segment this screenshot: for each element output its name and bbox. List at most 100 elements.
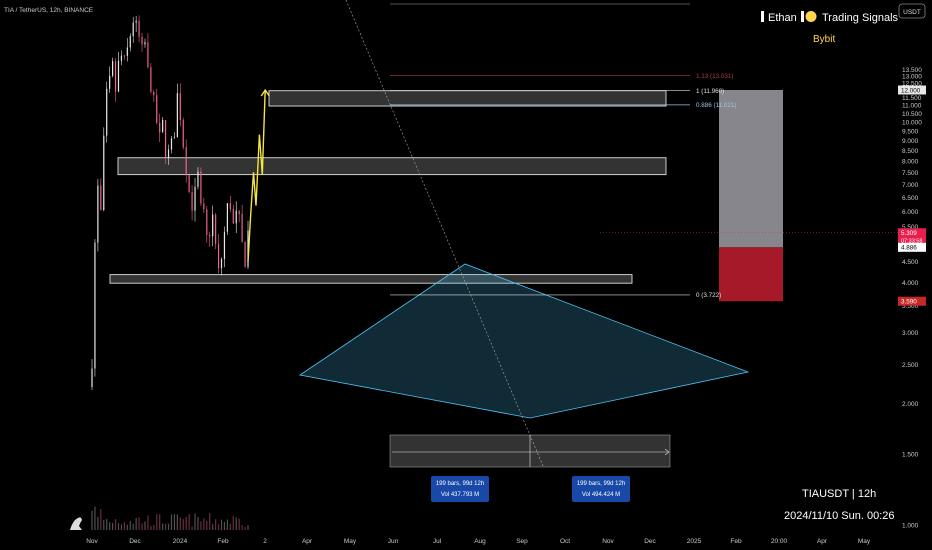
candle-body — [103, 135, 105, 210]
candle-body — [94, 242, 96, 369]
y-tick-label: 10.000 — [902, 119, 922, 126]
candle-body — [106, 88, 108, 136]
range-label-vol: Vol 494.424 M — [582, 492, 620, 498]
candle-body — [182, 120, 184, 148]
volume-bar — [162, 523, 164, 530]
volume-bar — [103, 519, 105, 530]
volume-bar — [200, 521, 202, 530]
price-label-entry-box — [898, 242, 926, 252]
triangle-pattern[interactable] — [298, 0, 750, 467]
brand-bar-left — [761, 11, 764, 22]
volume-bar — [114, 519, 117, 530]
y-tick-label: 9.000 — [902, 138, 919, 145]
x-tick-label: Jul — [433, 538, 442, 545]
candle-body — [212, 214, 214, 237]
y-tick-label: 2.000 — [902, 401, 919, 408]
y-tick-label: 6.500 — [902, 195, 919, 202]
volume-bar — [100, 509, 102, 530]
volume-bar — [226, 519, 229, 530]
candle-body — [179, 93, 181, 121]
target-zone — [719, 90, 783, 248]
price-label-entry: 4.886 — [901, 245, 917, 252]
y-tick-label: 4.000 — [902, 280, 919, 287]
volume-bar — [203, 518, 205, 530]
candle-body — [109, 75, 111, 89]
volume-bar — [138, 517, 140, 530]
candle-body — [91, 368, 93, 387]
candle-body — [138, 20, 140, 37]
candle-body — [135, 20, 137, 23]
y-tick-label: 13.000 — [902, 73, 922, 80]
x-tick-label: 2 — [263, 538, 267, 545]
candle-body — [203, 203, 205, 210]
x-tick-label: May — [858, 538, 871, 545]
currency-badge-label: USDT — [903, 9, 921, 16]
x-tick-label: Sep — [516, 538, 528, 545]
brand-name: Ethan — [768, 12, 797, 24]
y-tick-label: 8.000 — [902, 158, 919, 165]
candle-body — [194, 186, 196, 211]
volume-bar — [232, 516, 234, 530]
candle-body — [209, 234, 211, 237]
candle-body — [241, 214, 243, 243]
candle-body — [238, 210, 240, 215]
candle-body — [191, 192, 193, 211]
currency-badge[interactable]: USDT — [898, 3, 926, 19]
volume-bar — [123, 522, 125, 530]
candle-body — [112, 61, 114, 76]
candle-body — [235, 210, 237, 224]
volume-bar — [120, 524, 123, 530]
x-tick-label: Feb — [730, 538, 742, 545]
price-label-target-box — [898, 85, 926, 95]
volume-bar — [247, 525, 249, 530]
position-tool[interactable] — [719, 90, 783, 302]
x-tick-label: Dec — [129, 538, 141, 545]
volume-bar — [194, 513, 196, 530]
volume-bar — [179, 517, 181, 530]
candle-body — [217, 243, 220, 269]
fib-label: 1 (11.960) — [696, 88, 724, 95]
zone-support — [109, 274, 633, 284]
projection[interactable] — [247, 88, 270, 262]
volume-bar — [238, 518, 240, 530]
volume-bar — [106, 518, 108, 530]
x-tick-label: Nov — [602, 538, 614, 545]
y-tick-label: 1.000 — [902, 523, 919, 530]
volume-bar — [91, 510, 93, 530]
brand-exchange: Bybit — [813, 34, 835, 45]
candle-body — [117, 60, 120, 92]
candle-body — [153, 91, 155, 96]
x-tick-label: 20:00 — [771, 538, 788, 545]
price-label-current-box — [898, 228, 926, 245]
volume-bar — [170, 514, 173, 530]
range-label-vol: Vol 437.793 M — [441, 492, 479, 498]
x-tick-label: Jun — [388, 538, 399, 545]
y-tick-label: 11.000 — [902, 103, 922, 110]
tradingview-logo-icon[interactable] — [70, 517, 82, 530]
volume-bar — [220, 519, 223, 530]
axes: 13.50013.00012.50012.00011.50011.00010.5… — [86, 67, 926, 545]
volume-bar — [117, 523, 120, 530]
currency-badge-box[interactable] — [898, 3, 926, 19]
range-label-box — [431, 476, 489, 502]
candle-body — [123, 55, 125, 57]
candle-body — [226, 203, 229, 232]
candle-body — [223, 231, 226, 259]
zone-resistance-high — [268, 90, 667, 107]
volume-bar — [150, 525, 152, 530]
fib-levels[interactable]: 1.13 (13.031) 1 (11.960) 0.886 (11.021) 0 (… — [390, 3, 737, 299]
volume-bar — [164, 523, 167, 530]
tradingview-logo-shape — [70, 517, 82, 530]
range-label-bars: 199 bars, 99d 12h — [436, 481, 484, 487]
volume-bar — [159, 514, 161, 530]
range-measure[interactable]: 199 bars, 99d 12h Vol 437.793 M 199 bars, … — [389, 434, 671, 502]
brand-bar-right — [801, 11, 804, 22]
volume-bar — [241, 525, 243, 530]
brand-block: Ethan Trading Signals Bybit — [761, 11, 899, 45]
candle-body — [229, 203, 231, 210]
candle-body — [197, 171, 199, 187]
candle-body — [159, 122, 161, 133]
x-tick-label: Nov — [86, 538, 98, 545]
